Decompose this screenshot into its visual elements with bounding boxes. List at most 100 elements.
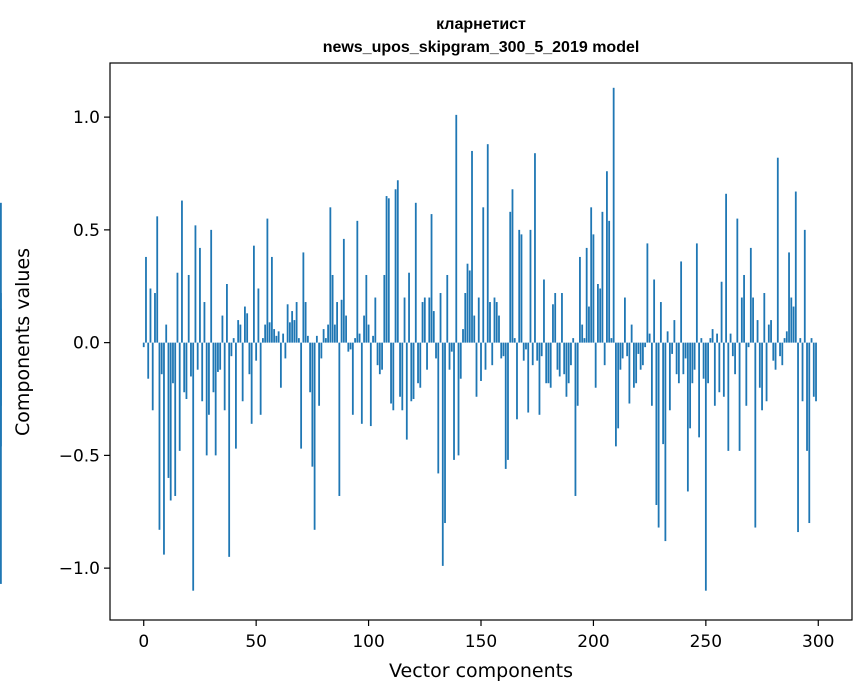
bar bbox=[567, 342, 570, 384]
bar bbox=[297, 338, 300, 343]
bar bbox=[167, 342, 170, 478]
bar bbox=[662, 342, 665, 445]
bar bbox=[322, 329, 325, 343]
bar bbox=[504, 342, 507, 469]
bar bbox=[684, 342, 687, 359]
bar bbox=[414, 202, 417, 343]
bar bbox=[201, 342, 204, 402]
bar bbox=[156, 216, 159, 343]
bar bbox=[320, 342, 323, 359]
bar bbox=[304, 302, 307, 343]
bar bbox=[372, 335, 374, 343]
bar bbox=[471, 150, 473, 343]
bar bbox=[774, 342, 777, 370]
bar bbox=[468, 270, 471, 343]
bar bbox=[279, 342, 282, 388]
bar bbox=[329, 207, 332, 343]
bar bbox=[181, 200, 183, 343]
bar bbox=[423, 297, 426, 343]
bar bbox=[426, 342, 428, 370]
bar bbox=[527, 342, 530, 413]
bar bbox=[226, 284, 228, 343]
bar bbox=[810, 338, 813, 343]
bar bbox=[360, 342, 363, 424]
bar bbox=[151, 342, 154, 411]
bar bbox=[603, 342, 606, 366]
bar bbox=[331, 274, 334, 343]
bar bbox=[183, 342, 186, 393]
bar bbox=[725, 193, 727, 343]
bar bbox=[383, 274, 386, 343]
bar bbox=[736, 218, 739, 343]
bar bbox=[621, 342, 624, 359]
bar bbox=[668, 342, 671, 411]
bar bbox=[446, 274, 449, 343]
bar bbox=[154, 293, 156, 343]
bar bbox=[408, 272, 410, 343]
bar bbox=[358, 333, 361, 343]
bar bbox=[552, 304, 554, 343]
x-tick-label: 100 bbox=[352, 632, 384, 652]
bar bbox=[693, 342, 696, 370]
bar bbox=[187, 274, 190, 343]
bar bbox=[0, 342, 2, 584]
bar bbox=[727, 342, 730, 451]
bar bbox=[803, 229, 806, 343]
bar bbox=[536, 342, 539, 361]
bar bbox=[489, 302, 491, 343]
bar bbox=[194, 225, 197, 343]
bar bbox=[713, 342, 716, 406]
bar bbox=[421, 302, 424, 343]
bar bbox=[185, 342, 188, 400]
bar bbox=[149, 288, 152, 343]
bar bbox=[262, 338, 264, 343]
bar bbox=[608, 220, 611, 343]
bar bbox=[475, 342, 478, 397]
bar bbox=[288, 322, 291, 343]
plot-frame bbox=[109, 62, 853, 621]
bar bbox=[794, 191, 797, 343]
bar bbox=[572, 338, 575, 343]
bar bbox=[221, 315, 224, 343]
bar bbox=[576, 342, 579, 406]
bar bbox=[399, 342, 401, 397]
bar bbox=[790, 297, 793, 343]
bar bbox=[392, 342, 395, 411]
bar bbox=[549, 342, 552, 388]
x-tick-label: 200 bbox=[577, 632, 609, 652]
bar bbox=[601, 211, 604, 343]
x-axis-label: Vector components bbox=[389, 660, 573, 682]
bar bbox=[210, 229, 213, 343]
x-tick-label: 250 bbox=[690, 632, 722, 652]
bar bbox=[363, 315, 365, 343]
bar bbox=[484, 342, 487, 370]
bar bbox=[671, 342, 674, 354]
bar bbox=[259, 342, 262, 415]
bar bbox=[801, 342, 804, 402]
bar bbox=[556, 342, 559, 370]
bar bbox=[509, 211, 512, 343]
bar bbox=[592, 234, 595, 343]
bar bbox=[174, 342, 177, 496]
bar bbox=[583, 338, 586, 343]
bar bbox=[219, 342, 222, 370]
bar bbox=[486, 144, 489, 343]
bar bbox=[711, 329, 714, 343]
bar bbox=[563, 342, 566, 375]
bar bbox=[273, 329, 276, 343]
bar bbox=[502, 342, 505, 357]
bar bbox=[534, 153, 536, 343]
bar bbox=[716, 333, 718, 343]
bar bbox=[538, 342, 541, 415]
x-tick-label: 300 bbox=[802, 632, 834, 652]
bar bbox=[410, 342, 413, 402]
bar bbox=[385, 196, 388, 343]
bar bbox=[785, 331, 788, 343]
bars-group bbox=[0, 87, 817, 591]
bar bbox=[405, 342, 408, 440]
bar bbox=[444, 342, 446, 524]
bar bbox=[455, 114, 458, 343]
bar bbox=[232, 338, 235, 343]
bar bbox=[230, 342, 233, 357]
x-tick-label: 150 bbox=[465, 632, 497, 652]
